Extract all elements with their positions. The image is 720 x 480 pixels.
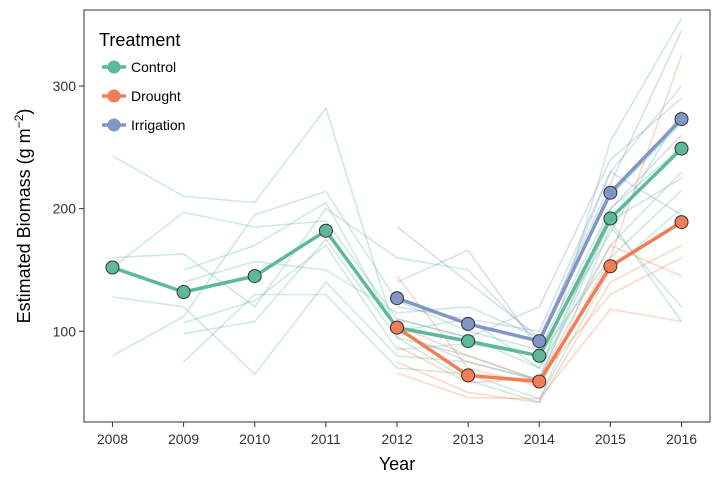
y-axis-title: Estimated Biomass (g m−2): [12, 109, 34, 324]
data-point-control-2016: [674, 141, 689, 156]
y-tick-label-300: 300: [53, 78, 77, 94]
data-point-drought-2012: [390, 320, 404, 335]
legend-key-point-control: [107, 60, 121, 74]
y-axis-title-superscript: −2: [12, 114, 26, 128]
x-tick-label-2010: 2010: [239, 431, 270, 447]
y-axis-title-main: Estimated Biomass (g m: [14, 128, 34, 323]
data-point-irrigation-2016: [674, 112, 689, 127]
legend-entry-control: Control: [102, 59, 176, 75]
x-tick-label-2008: 2008: [97, 431, 128, 447]
data-point-control-2015: [603, 211, 618, 226]
individual-line-control-2: [112, 85, 683, 345]
x-tick-label-2015: 2015: [595, 431, 626, 447]
individual-line-drought-14: [396, 308, 682, 400]
individual-line-control-10: [183, 225, 683, 404]
y-tick-label-200: 200: [53, 201, 77, 217]
individual-line-control-7: [183, 201, 683, 370]
data-point-control-2014: [532, 348, 547, 363]
legend-entry-drought: Drought: [102, 88, 181, 104]
data-point-control-2009: [176, 285, 191, 299]
legend-key-point-irrigation: [107, 118, 121, 132]
data-point-irrigation-2014: [532, 334, 547, 349]
x-axis: 2008 2009 2010 2011 2012 2013 2014 2015 2016: [97, 422, 697, 447]
legend-label-drought: Drought: [131, 88, 181, 104]
individual-line-control-1: [112, 18, 683, 382]
legend-label-control: Control: [131, 59, 176, 75]
legend: Treatment Control Drought Irrigation: [99, 30, 185, 133]
data-point-irrigation-2013: [461, 316, 476, 331]
x-tick-label-2009: 2009: [168, 431, 199, 447]
x-tick-label-2013: 2013: [453, 431, 484, 447]
data-point-drought-2015: [603, 259, 618, 274]
individual-line-drought-12: [396, 244, 682, 404]
x-axis-title: Year: [379, 454, 415, 474]
data-point-control-2011: [318, 223, 333, 238]
treatment-mean-points: [105, 112, 689, 389]
legend-key-point-drought: [107, 89, 121, 103]
y-axis-title-close: ): [14, 109, 34, 115]
data-point-control-2013: [461, 334, 476, 349]
data-point-control-2008: [105, 260, 120, 275]
data-point-irrigation-2015: [603, 185, 618, 200]
individual-line-control-6: [183, 207, 683, 400]
legend-title: Treatment: [99, 30, 180, 50]
y-tick-label-100: 100: [53, 323, 77, 339]
legend-entries: Control Drought Irrigation: [102, 59, 185, 133]
legend-label-irrigation: Irrigation: [131, 117, 185, 133]
individual-line-control-8: [183, 189, 683, 357]
data-point-drought-2016: [674, 215, 689, 230]
x-tick-label-2014: 2014: [524, 431, 555, 447]
data-point-drought-2013: [461, 368, 476, 383]
data-point-control-2010: [247, 269, 262, 284]
data-point-irrigation-2012: [390, 291, 404, 306]
x-tick-label-2012: 2012: [381, 431, 412, 447]
x-tick-label-2016: 2016: [666, 431, 697, 447]
data-point-drought-2014: [532, 374, 547, 389]
y-axis: 100 200 300: [53, 78, 84, 339]
individual-line-control-5: [112, 171, 683, 370]
legend-entry-irrigation: Irrigation: [102, 117, 185, 133]
individual-line-irrigation-18: [396, 97, 683, 339]
x-tick-label-2011: 2011: [311, 431, 341, 447]
